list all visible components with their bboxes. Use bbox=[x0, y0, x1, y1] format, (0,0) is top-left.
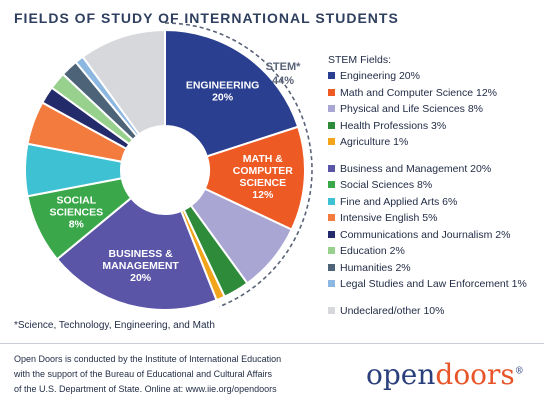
slice-engineering bbox=[164, 28, 300, 158]
legend-label: Education 2% bbox=[340, 245, 405, 257]
legend-swatch bbox=[328, 121, 335, 129]
stem-label: STEM* bbox=[266, 61, 302, 73]
opendoors-logo: opendoors® bbox=[366, 358, 524, 391]
legend-label: Social Sciences 8% bbox=[340, 179, 433, 191]
legend-item: Communications and Journalism 2% bbox=[328, 229, 510, 241]
slice-label: BUSINESS & bbox=[109, 248, 174, 260]
legend-swatch bbox=[328, 138, 335, 145]
footnote: *Science, Technology, Engineering, and M… bbox=[14, 320, 215, 331]
slice-label: SCIENCE bbox=[239, 177, 286, 189]
slice-undeclared-other bbox=[81, 28, 166, 136]
legend-swatch bbox=[328, 197, 335, 205]
legend-header: STEM Fields: bbox=[328, 54, 392, 66]
slice-label: 8% bbox=[69, 219, 85, 231]
divider bbox=[0, 343, 544, 344]
legend-item: Education 2% bbox=[328, 245, 405, 257]
legend-item: Social Sciences 8% bbox=[328, 179, 432, 191]
legend-swatch bbox=[328, 214, 335, 221]
legend-label: Communications and Journalism 2% bbox=[340, 228, 511, 241]
legend-label: Engineering 20% bbox=[340, 70, 420, 82]
legend-item: Business and Management 20% bbox=[328, 163, 491, 175]
chart-title: FIELDS OF STUDY OF INTERNATIONAL STUDENT… bbox=[14, 10, 399, 26]
legend-label: Math and Computer Science 12% bbox=[340, 86, 498, 99]
legend-swatch bbox=[328, 263, 335, 271]
slice-label: SOCIAL bbox=[56, 195, 96, 207]
slice-label: 12% bbox=[252, 189, 274, 201]
legend-item: Physical and Life Sciences 8% bbox=[328, 103, 483, 115]
legend-item: Health Professions 3% bbox=[328, 120, 446, 132]
legend-label: Fine and Applied Arts 6% bbox=[340, 195, 458, 208]
legend-swatch bbox=[328, 230, 335, 238]
slice-label: COMPUTER bbox=[233, 165, 294, 177]
source-text: Open Doors is conducted by the Institute… bbox=[14, 352, 334, 397]
legend-swatch bbox=[328, 164, 335, 172]
legend-item: Intensive English 5% bbox=[328, 212, 437, 224]
source-line: Open Doors is conducted by the Institute… bbox=[14, 354, 282, 364]
legend-label: Agriculture 1% bbox=[340, 136, 409, 148]
legend-item: Math and Computer Science 12% bbox=[328, 87, 497, 99]
legend-label: Intensive English 5% bbox=[340, 212, 438, 224]
stem-percent: 44% bbox=[272, 75, 294, 87]
stem-bracket bbox=[164, 22, 313, 308]
legend-swatch bbox=[328, 88, 335, 96]
slice-label: MATH & bbox=[243, 153, 283, 165]
legend-swatch bbox=[328, 280, 335, 287]
legend-item: Engineering 20% bbox=[328, 70, 420, 82]
legend-label: Undeclared/other 10% bbox=[340, 304, 445, 317]
slice-label: ENGINEERING bbox=[186, 80, 260, 92]
legend-label: Humanities 2% bbox=[340, 261, 411, 274]
source-line: of the U.S. Department of State. Online … bbox=[14, 384, 277, 394]
source-line: with the support of the Bureau of Educat… bbox=[14, 369, 272, 379]
slice-label: 20% bbox=[212, 92, 234, 104]
legend-item: Agriculture 1% bbox=[328, 136, 408, 148]
legend-label: Health Professions 3% bbox=[340, 119, 447, 132]
legend-swatch bbox=[328, 72, 335, 79]
slice-label: SCIENCES bbox=[49, 207, 103, 219]
legend-swatch bbox=[328, 105, 335, 112]
legend-item: Legal Studies and Law Enforcement 1% bbox=[328, 278, 527, 290]
slice-business-and-management bbox=[55, 196, 218, 311]
legend-swatch bbox=[328, 181, 335, 188]
legend-item: Fine and Applied Arts 6% bbox=[328, 196, 457, 208]
legend-label: Physical and Life Sciences 8% bbox=[340, 103, 483, 115]
slice-label: MANAGEMENT bbox=[102, 260, 179, 272]
legend-item: Humanities 2% bbox=[328, 262, 411, 274]
legend-label: Legal Studies and Law Enforcement 1% bbox=[340, 278, 527, 290]
legend-label: Business and Management 20% bbox=[340, 162, 492, 175]
slice-label: 20% bbox=[130, 272, 152, 284]
legend-swatch bbox=[328, 306, 335, 314]
legend-swatch bbox=[328, 247, 335, 254]
legend-item: Undeclared/other 10% bbox=[328, 305, 444, 317]
